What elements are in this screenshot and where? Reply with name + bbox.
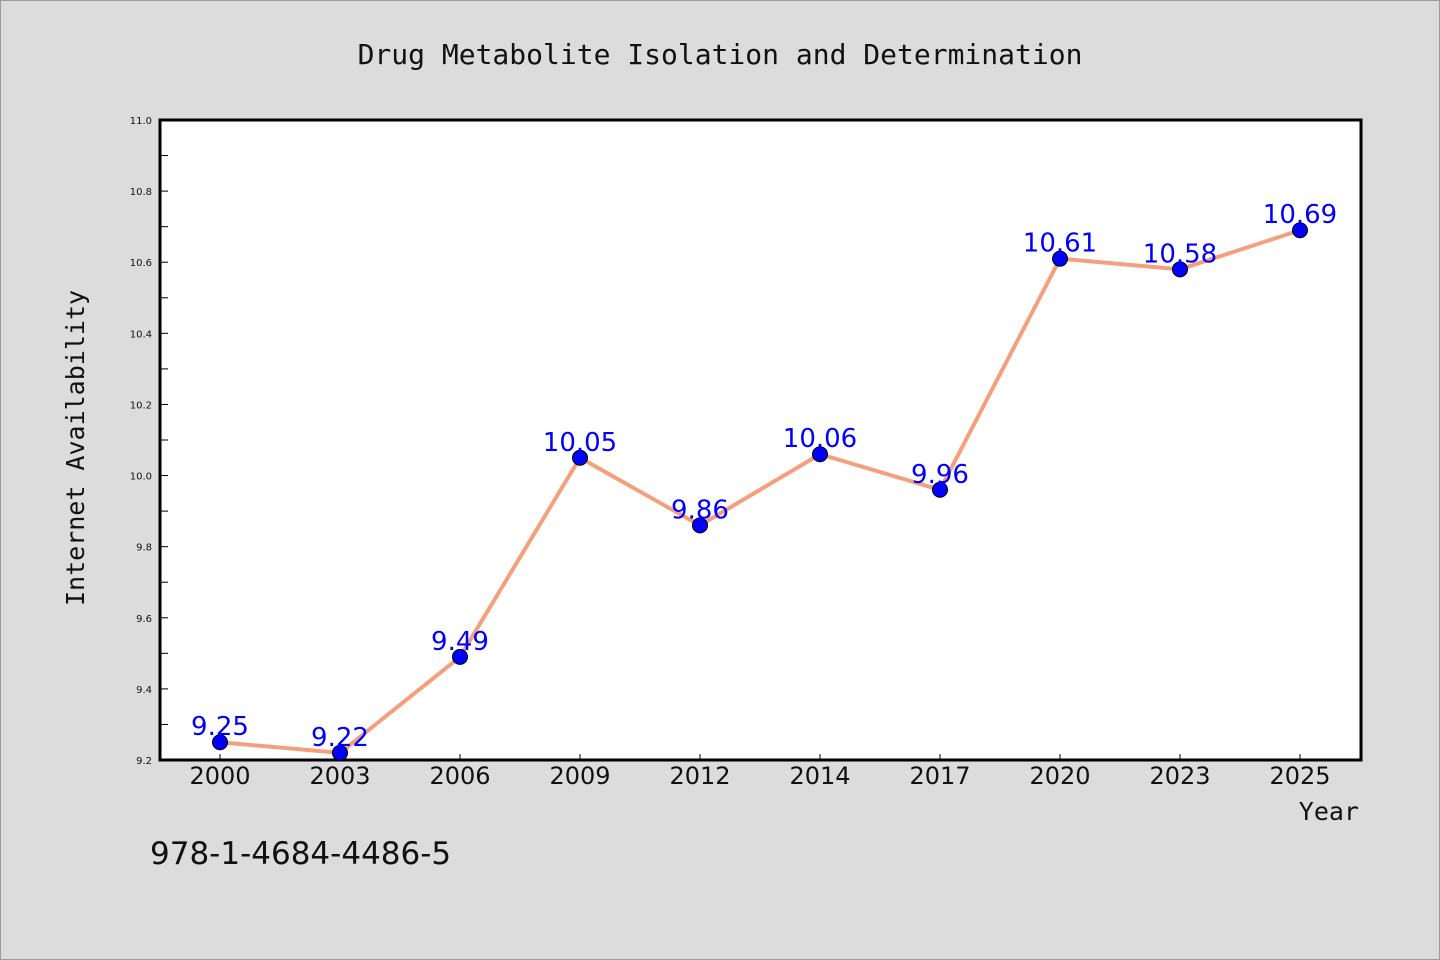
data-label: 10.69: [1263, 200, 1337, 230]
data-label: 9.25: [191, 712, 249, 742]
x-axis-ticks: 2000 2003 2006 2009 2012 2014 2017 2020 2023 2025: [189, 754, 1331, 790]
x-tick-label: 2000: [189, 762, 250, 790]
data-point: [1052, 250, 1068, 267]
data-labels: 9.25 9.22 9.49 10.05 9.86 10.06 9.96 10.61 10.58…: [191, 200, 1337, 753]
y-tick-label: 9.4: [136, 685, 152, 696]
x-tick-label: 2017: [909, 762, 970, 790]
data-label: 10.05: [543, 428, 617, 458]
data-label: 9.86: [671, 495, 729, 525]
y-tick-label: 10.8: [130, 187, 152, 198]
data-label: 9.96: [911, 460, 969, 490]
data-point: [932, 481, 948, 498]
data-point: [452, 648, 468, 665]
y-axis-label: Internet Availability: [61, 290, 90, 606]
series-layer: [212, 222, 1308, 761]
data-point: [1292, 222, 1308, 239]
isbn-text: 978-1-4684-4486-5: [150, 836, 451, 872]
data-point: [812, 446, 828, 463]
data-label: 10.61: [1023, 229, 1097, 259]
chart-title: Drug Metabolite Isolation and Determinat…: [358, 38, 1083, 71]
x-tick-label: 2012: [669, 762, 730, 790]
y-tick-label: 10.2: [130, 400, 152, 411]
plot-area: [158, 118, 1363, 762]
x-tick-label: 2025: [1269, 762, 1330, 790]
y-axis-ticks: 9.2 9.4 9.6 9.8 10.0 10.2 10.4 10.6 10.8 11.0: [130, 116, 168, 767]
data-label: 9.22: [311, 723, 369, 753]
data-point: [1172, 261, 1188, 278]
x-axis-label: Year: [1299, 797, 1359, 826]
data-label: 10.06: [783, 424, 857, 454]
data-label: 10.58: [1143, 239, 1217, 269]
y-tick-label: 10.6: [130, 258, 152, 269]
y-tick-label: 9.6: [136, 614, 152, 625]
data-point: [212, 734, 228, 751]
x-tick-label: 2014: [789, 762, 850, 790]
x-tick-label: 2023: [1149, 762, 1210, 790]
data-label: 9.49: [431, 627, 489, 657]
x-tick-label: 2006: [429, 762, 490, 790]
y-tick-label: 11.0: [130, 116, 152, 127]
x-tick-label: 2009: [549, 762, 610, 790]
y-tick-label: 9.2: [136, 756, 152, 767]
series-line: [219, 228, 1301, 755]
y-tick-label: 10.0: [130, 472, 152, 483]
data-point: [692, 517, 708, 534]
y-tick-label: 9.8: [136, 543, 152, 554]
data-point: [332, 744, 348, 761]
y-tick-label: 10.4: [130, 329, 152, 340]
x-tick-label: 2020: [1029, 762, 1090, 790]
data-point: [572, 449, 588, 466]
x-tick-label: 2003: [309, 762, 370, 790]
